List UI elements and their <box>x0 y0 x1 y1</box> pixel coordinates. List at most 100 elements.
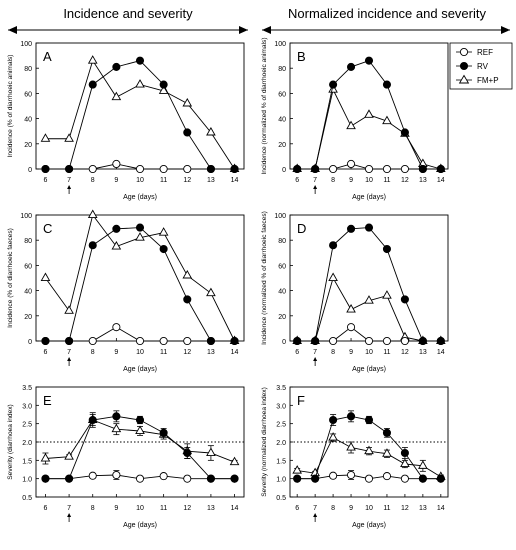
x-axis-label: Age (days) <box>123 522 157 529</box>
point-rv <box>65 336 74 346</box>
point-fmp <box>158 227 169 236</box>
x-tick-label: 8 <box>91 349 95 356</box>
y-tick-label: 80 <box>278 238 286 245</box>
point-fmp <box>111 240 122 250</box>
point-fmp <box>40 272 51 281</box>
point-ref <box>346 159 356 169</box>
infection-arrow-head <box>313 357 318 361</box>
point-ref <box>364 336 374 346</box>
header-right: Normalized incidence and severity <box>262 6 510 34</box>
panel-c: 0 20 40 60 80 100 6 7 8 9 10 11 12 13 14 Age (days) Inci… <box>7 209 245 373</box>
point-ref <box>364 164 374 174</box>
point-fmp <box>400 458 410 467</box>
point-ref <box>88 336 97 346</box>
x-tick-label: 10 <box>365 349 373 356</box>
x-tick-label: 7 <box>67 177 71 184</box>
panel-letter: C <box>43 221 52 236</box>
point-fmp <box>135 79 145 88</box>
point-rv <box>382 80 392 89</box>
x-tick-label: 13 <box>207 505 215 512</box>
x-tick-label: 12 <box>401 177 409 184</box>
y-tick-label: 0 <box>282 167 286 174</box>
point-rv <box>400 448 409 458</box>
point-rv <box>329 415 338 425</box>
point-rv <box>159 244 168 254</box>
x-tick-label: 11 <box>383 177 390 184</box>
x-tick-label: 12 <box>183 177 191 184</box>
point-rv <box>206 336 215 346</box>
x-tick-label: 13 <box>207 349 215 356</box>
point-ref <box>400 336 409 346</box>
y-tick-label: 40 <box>278 289 286 296</box>
infection-arrow-head <box>67 357 72 361</box>
point-ref <box>159 472 168 481</box>
point-rv <box>112 224 121 233</box>
y-tick-label: 2.5 <box>276 422 286 429</box>
point-rv <box>293 336 302 346</box>
y-tick-label: 1.0 <box>22 477 32 484</box>
panel-d: 0 20 40 60 80 100 6 7 8 9 10 11 12 13 14 Age (days) Inci… <box>261 211 449 373</box>
point-ref <box>159 164 168 174</box>
panel-f: 0.5 1.0 1.5 2.0 2.5 3.0 3.5 6 7 8 9 10 11 12 13 14 Age (… <box>261 385 449 529</box>
point-ref <box>183 474 192 483</box>
y-axis-label: Incidence (normalized % of diarrhoeic an… <box>261 37 268 174</box>
y-tick-label: 40 <box>24 289 32 296</box>
point-fmp <box>182 97 193 107</box>
point-rv <box>135 415 145 425</box>
y-tick-label: 3.0 <box>22 403 32 410</box>
x-tick-label: 6 <box>44 349 48 356</box>
point-fmp <box>182 269 193 279</box>
point-rv <box>311 474 320 483</box>
point-rv <box>183 128 192 137</box>
point-rv <box>183 295 192 304</box>
y-tick-label: 60 <box>278 263 286 270</box>
header-left: Incidence and severity <box>8 6 248 34</box>
point-rv <box>159 428 168 437</box>
x-tick-label: 11 <box>160 349 167 356</box>
point-ref <box>346 470 356 480</box>
x-tick-label: 6 <box>44 505 48 512</box>
point-ref <box>382 472 392 481</box>
point-rv <box>135 56 145 65</box>
point-fmp <box>364 295 374 304</box>
point-rv <box>206 164 215 174</box>
x-tick-label: 12 <box>183 349 191 356</box>
point-rv <box>311 164 320 174</box>
y-tick-label: 2.0 <box>276 440 286 447</box>
point-rv <box>418 474 427 483</box>
x-axis-label: Age (days) <box>352 366 386 373</box>
x-tick-label: 12 <box>401 349 409 356</box>
point-fmp <box>292 465 303 474</box>
point-rv <box>364 415 374 425</box>
point-rv <box>88 415 97 425</box>
header-right-text: Normalized incidence and severity <box>288 6 486 21</box>
y-axis-label: Incidence (normalized % of diarrhoeic fa… <box>261 211 268 345</box>
x-axis-label: Age (days) <box>123 194 157 201</box>
point-ref <box>382 164 392 174</box>
point-rv <box>346 224 356 233</box>
series-line-fmp <box>297 88 441 170</box>
panel-letter: E <box>43 393 52 408</box>
y-tick-label: 60 <box>278 91 286 98</box>
x-tick-label: 7 <box>313 349 317 356</box>
x-tick-label: 14 <box>231 349 239 356</box>
point-rv <box>206 474 215 483</box>
point-fmp <box>64 305 74 314</box>
y-tick-label: 20 <box>278 142 286 149</box>
point-rv <box>346 412 356 421</box>
point-rv <box>382 428 392 437</box>
panel-a: 0 20 40 60 80 100 6 7 8 9 10 11 12 13 14 Age (days) Inci… <box>7 41 245 201</box>
x-tick-label: 13 <box>419 505 427 512</box>
point-rv <box>41 164 50 174</box>
x-tick-label: 10 <box>136 177 144 184</box>
point-rv <box>88 241 97 250</box>
legend-marker-ref <box>459 47 469 57</box>
point-rv <box>436 336 445 346</box>
x-tick-label: 7 <box>67 349 71 356</box>
series-line-rv <box>45 60 235 170</box>
header-left-text: Incidence and severity <box>63 6 193 21</box>
point-ref <box>346 323 356 332</box>
legend-label-ref: REF <box>477 48 493 57</box>
x-tick-label: 8 <box>91 505 95 512</box>
point-rv <box>382 244 392 254</box>
